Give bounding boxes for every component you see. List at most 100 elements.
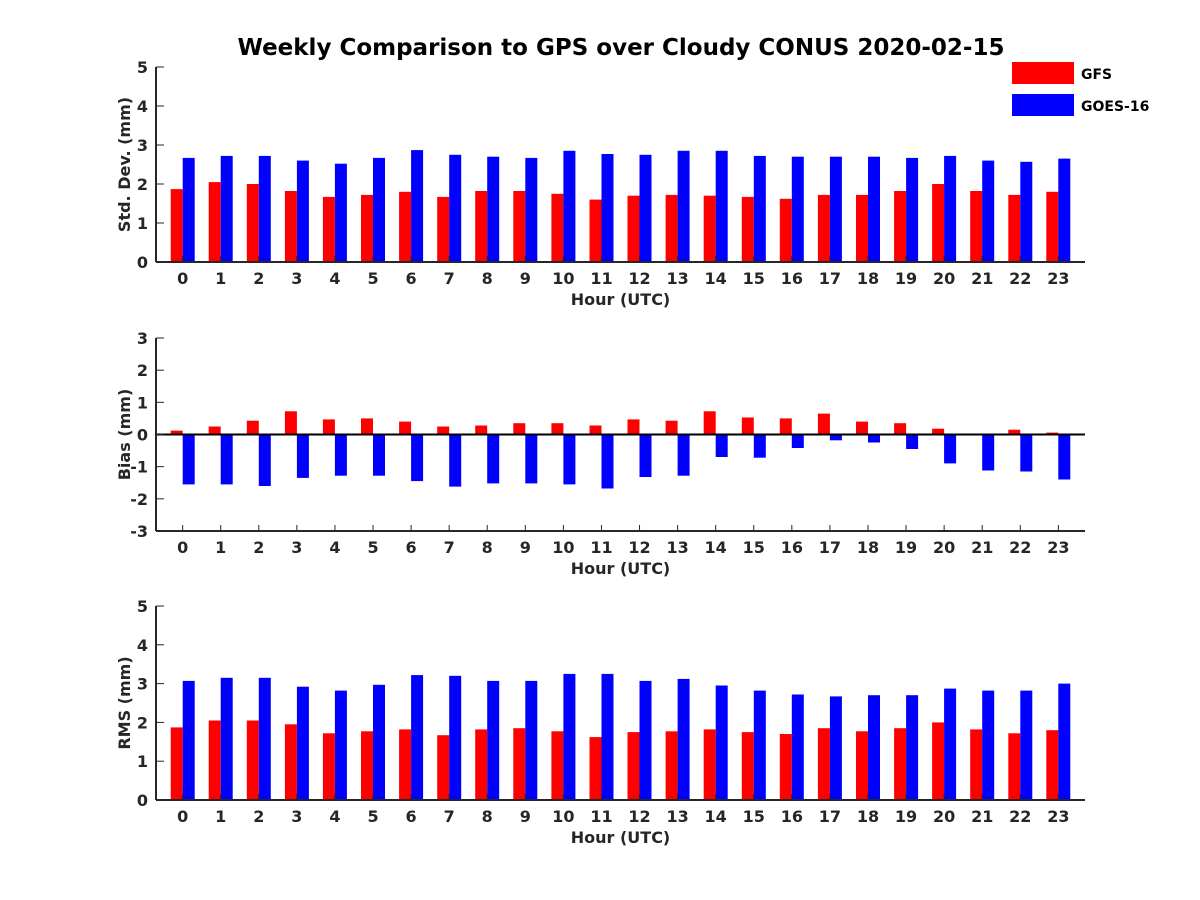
rms-x-tick-label: 13: [666, 807, 688, 826]
bias-y-tick-label: 0: [137, 426, 148, 445]
bias-bar-goes16-16: [791, 434, 804, 448]
rms-x-tick-label: 11: [590, 807, 612, 826]
bias-x-tick-label: 22: [1009, 538, 1031, 557]
std-dev-bar-gfs-13: [665, 194, 678, 262]
std-dev-x-tick-label: 20: [933, 269, 955, 288]
std-dev-y-tick-label: 2: [137, 175, 148, 194]
bias-bar-goes16-12: [639, 434, 652, 477]
rms-bar-goes16-14: [715, 685, 728, 800]
rms-x-tick-label: 8: [482, 807, 493, 826]
chart-title: Weekly Comparison to GPS over Cloudy CON…: [238, 35, 1005, 61]
bias-bar-goes16-18: [868, 434, 880, 443]
std-dev-bar-goes16-6: [411, 150, 424, 262]
bias-x-tick-label: 6: [406, 538, 417, 557]
std-dev-bar-goes16-4: [334, 163, 347, 262]
rms-bar-goes16-7: [449, 675, 462, 800]
rms-x-tick-label: 14: [705, 807, 727, 826]
bias-x-tick-label: 17: [819, 538, 841, 557]
std-dev-bar-goes16-17: [829, 156, 842, 262]
std-dev-y-tick-label: 1: [137, 214, 148, 233]
bias-bar-gfs-20: [932, 428, 945, 435]
std-dev-x-tick-label: 4: [329, 269, 340, 288]
rms-bar-goes16-8: [487, 680, 500, 800]
rms-bar-gfs-2: [246, 720, 259, 800]
bias-panel: 0 1 2 3 4 5 6 7 8 9 10 11 12 13 14 15 16 17 18 19 20 21 22 23-3…: [115, 329, 1085, 578]
rms-x-tick-label: 20: [933, 807, 955, 826]
rms-bar-gfs-19: [894, 728, 907, 800]
bias-y-tick-label: -2: [130, 490, 148, 509]
legend-swatch-goes16: [1012, 94, 1074, 116]
bias-y-axis-label: Bias (mm): [115, 389, 134, 481]
std-dev-bar-gfs-15: [741, 196, 754, 262]
rms-x-tick-label: 1: [215, 807, 226, 826]
bias-bar-gfs-15: [741, 417, 754, 435]
rms-bar-goes16-3: [296, 686, 309, 800]
rms-bar-gfs-23: [1046, 730, 1059, 800]
std-dev-bar-gfs-8: [475, 191, 488, 262]
bias-bar-gfs-19: [894, 423, 907, 435]
rms-bar-goes16-5: [373, 684, 385, 800]
rms-x-tick-label: 17: [819, 807, 841, 826]
std-dev-bar-goes16-22: [1020, 161, 1033, 262]
rms-bar-goes16-23: [1058, 683, 1071, 800]
rms-bar-gfs-5: [361, 731, 373, 800]
legend-label-gfs: GFS: [1081, 67, 1112, 83]
std-dev-bar-gfs-4: [322, 196, 335, 262]
std-dev-x-tick-label: 1: [215, 269, 226, 288]
bias-bar-gfs-18: [856, 421, 868, 435]
bias-bar-goes16-10: [563, 434, 576, 485]
bias-x-axis-label: Hour (UTC): [571, 559, 671, 578]
bias-bar-goes16-15: [753, 434, 766, 458]
bias-bar-goes16-22: [1020, 434, 1033, 472]
rms-x-axis-label: Hour (UTC): [571, 828, 671, 847]
bias-x-tick-label: 4: [329, 538, 340, 557]
std-dev-bar-gfs-9: [513, 191, 526, 262]
bias-x-tick-label: 18: [857, 538, 879, 557]
std-dev-bar-gfs-2: [246, 184, 259, 262]
bias-x-tick-label: 12: [628, 538, 650, 557]
bias-bar-goes16-9: [525, 434, 538, 484]
std-dev-bar-goes16-1: [220, 155, 233, 262]
std-dev-x-tick-label: 22: [1009, 269, 1031, 288]
bias-bar-gfs-5: [361, 418, 373, 435]
rms-bar-gfs-11: [589, 737, 602, 800]
std-dev-bar-goes16-21: [982, 160, 995, 262]
bias-x-tick-label: 20: [933, 538, 955, 557]
bias-x-tick-label: 1: [215, 538, 226, 557]
bias-x-tick-label: 16: [781, 538, 803, 557]
bias-bar-gfs-8: [475, 425, 488, 435]
std-dev-bar-goes16-11: [601, 154, 614, 262]
bias-y-tick-label: -3: [130, 522, 148, 541]
bias-x-tick-label: 0: [177, 538, 188, 557]
std-dev-bar-gfs-5: [361, 194, 373, 262]
std-dev-bar-gfs-20: [932, 184, 945, 262]
std-dev-bar-gfs-17: [817, 194, 830, 262]
rms-bar-gfs-12: [627, 732, 640, 800]
std-dev-y-tick-label: 5: [137, 58, 148, 77]
rms-bar-gfs-1: [208, 720, 221, 800]
bias-y-tick-label: 2: [137, 361, 148, 380]
bias-bar-gfs-12: [627, 419, 640, 435]
rms-x-tick-label: 19: [895, 807, 917, 826]
rms-x-tick-label: 6: [406, 807, 417, 826]
rms-bar-gfs-4: [322, 733, 335, 800]
legend: GFS GOES-16: [1012, 62, 1149, 116]
rms-bar-goes16-9: [525, 680, 538, 800]
std-dev-x-tick-label: 23: [1047, 269, 1069, 288]
rms-x-tick-label: 22: [1009, 807, 1031, 826]
bias-bar-gfs-2: [246, 420, 259, 435]
rms-bar-gfs-16: [779, 734, 792, 800]
bias-x-tick-label: 14: [705, 538, 727, 557]
bias-x-tick-label: 21: [971, 538, 993, 557]
bias-bar-goes16-6: [411, 434, 424, 482]
bias-bar-gfs-7: [437, 426, 450, 435]
bias-bar-goes16-3: [296, 434, 309, 478]
bias-bar-gfs-0: [170, 430, 183, 435]
std-dev-x-tick-label: 11: [590, 269, 612, 288]
std-dev-bar-goes16-3: [296, 160, 309, 262]
rms-bar-goes16-17: [829, 696, 842, 800]
rms-x-tick-label: 5: [367, 807, 378, 826]
std-dev-x-tick-label: 9: [520, 269, 531, 288]
rms-bar-gfs-15: [741, 732, 754, 800]
bias-bar-goes16-17: [829, 434, 842, 441]
